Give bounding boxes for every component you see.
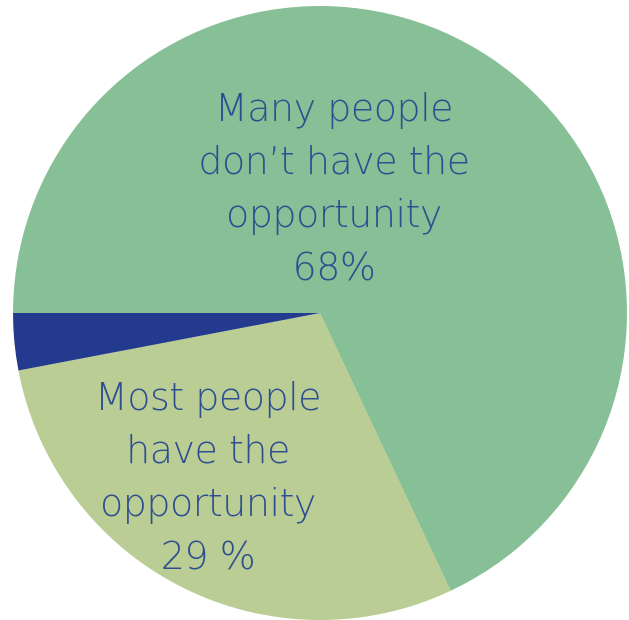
- slice-label-2: Most people have the opportunity 29 %: [95, 375, 321, 578]
- slice-label-line: opportunity: [100, 481, 316, 525]
- slice-label-line: Most people: [95, 375, 321, 419]
- slice-label-line: don’t have the: [198, 139, 469, 183]
- slice-label-line: opportunity: [226, 192, 442, 236]
- pie-slice-1: [13, 6, 627, 591]
- pie-slice-3: [13, 313, 320, 371]
- pie-labels: Many people don’t have the opportunity 68%M…: [95, 86, 470, 578]
- slice-label-line: Many people: [215, 86, 453, 130]
- slice-label-line: 29 %: [161, 534, 256, 578]
- pie-slices: [13, 6, 627, 620]
- pie-slice-2: [18, 313, 451, 620]
- slice-label-line: 68%: [293, 245, 376, 289]
- slice-label-1: Many people don’t have the opportunity 68%: [198, 86, 469, 289]
- slice-label-line: have the: [126, 428, 290, 472]
